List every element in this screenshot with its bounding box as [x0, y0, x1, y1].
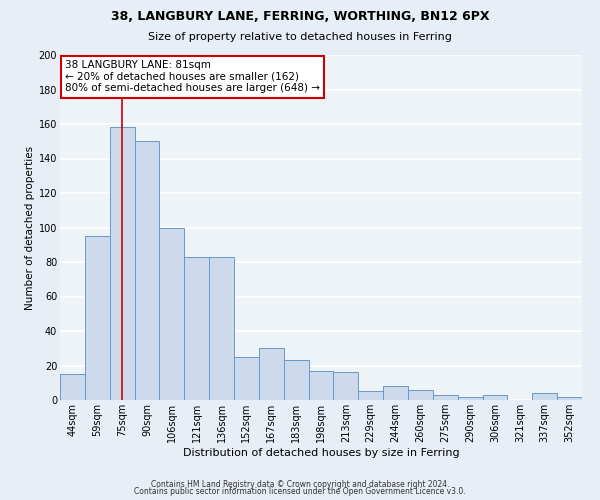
Bar — [408, 390, 433, 400]
Text: Contains public sector information licensed under the Open Government Licence v3: Contains public sector information licen… — [134, 487, 466, 496]
Bar — [383, 386, 408, 400]
Bar — [110, 128, 134, 400]
Bar — [482, 395, 508, 400]
Bar — [134, 141, 160, 400]
Bar — [160, 228, 184, 400]
Bar — [358, 392, 383, 400]
Text: Contains HM Land Registry data © Crown copyright and database right 2024.: Contains HM Land Registry data © Crown c… — [151, 480, 449, 489]
Bar — [532, 393, 557, 400]
Bar — [334, 372, 358, 400]
Bar — [209, 257, 234, 400]
X-axis label: Distribution of detached houses by size in Ferring: Distribution of detached houses by size … — [182, 448, 460, 458]
Text: Size of property relative to detached houses in Ferring: Size of property relative to detached ho… — [148, 32, 452, 42]
Y-axis label: Number of detached properties: Number of detached properties — [25, 146, 35, 310]
Bar — [60, 374, 85, 400]
Bar — [234, 357, 259, 400]
Bar — [308, 370, 334, 400]
Text: 38 LANGBURY LANE: 81sqm
← 20% of detached houses are smaller (162)
80% of semi-d: 38 LANGBURY LANE: 81sqm ← 20% of detache… — [65, 60, 320, 94]
Bar — [433, 395, 458, 400]
Bar — [284, 360, 308, 400]
Bar — [85, 236, 110, 400]
Bar — [184, 257, 209, 400]
Text: 38, LANGBURY LANE, FERRING, WORTHING, BN12 6PX: 38, LANGBURY LANE, FERRING, WORTHING, BN… — [111, 10, 489, 23]
Bar — [458, 396, 482, 400]
Bar — [557, 396, 582, 400]
Bar — [259, 348, 284, 400]
